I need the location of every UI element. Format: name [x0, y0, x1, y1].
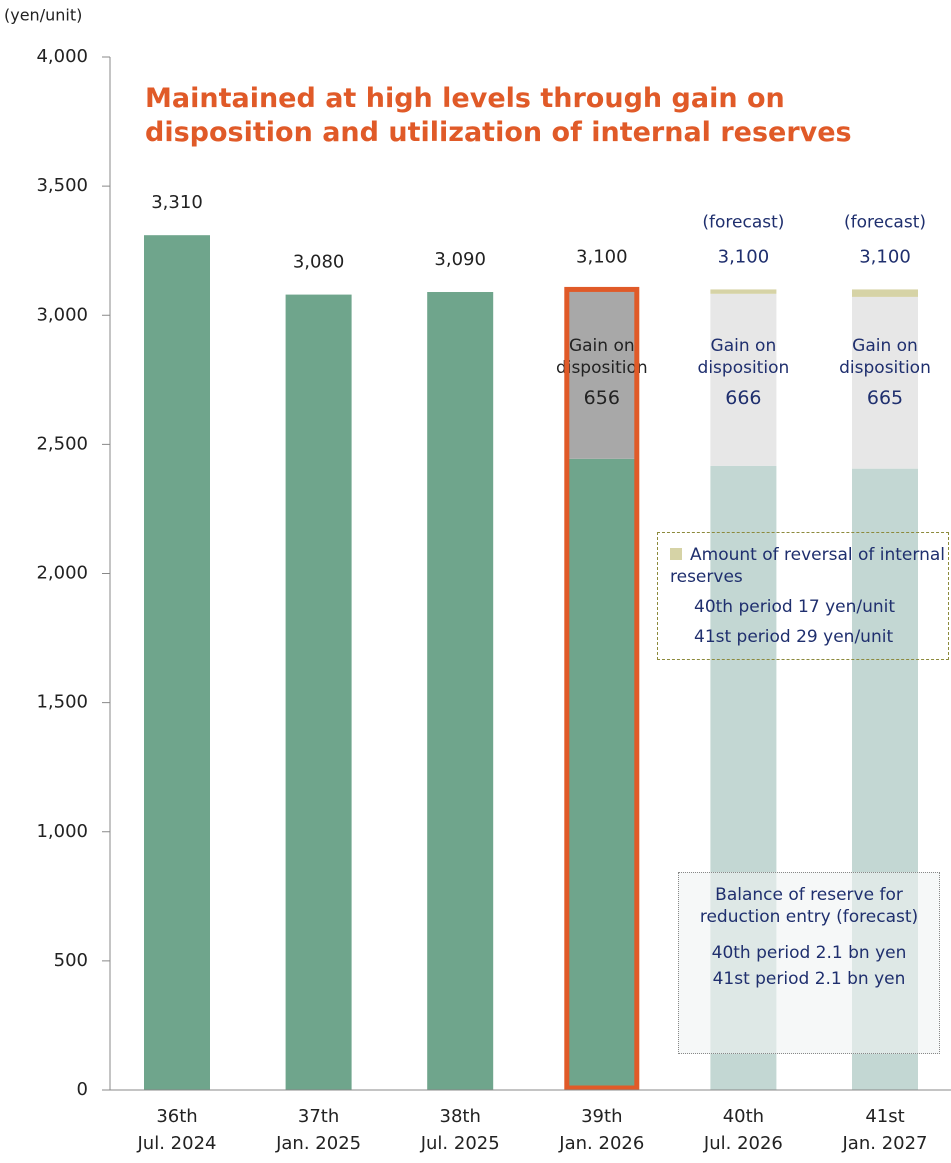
value-label: 666 — [725, 387, 762, 409]
x-tick-label: 36th — [156, 1106, 197, 1127]
y-tick-label: 500 — [54, 950, 88, 971]
note-title: Balance of reserve for reduction entry (… — [699, 885, 919, 927]
y-tick-label: 2,500 — [36, 433, 88, 454]
bar-segment — [710, 289, 777, 294]
y-tick-label: 1,500 — [36, 692, 88, 713]
bar-segment — [427, 292, 494, 1090]
x-tick-label: 39th — [581, 1106, 622, 1127]
legend-swatch — [670, 548, 682, 560]
forecast-label: (forecast) — [844, 212, 926, 232]
gain-label: Gain on disposition 665 — [830, 335, 940, 409]
y-unit: (yen/unit) — [4, 6, 82, 25]
x-tick-label: 38th — [440, 1106, 481, 1127]
segment-label: Gain on disposition 666 — [688, 335, 798, 409]
x-tick-sublabel: Jul. 2026 — [703, 1133, 783, 1154]
y-tick-label: 3,000 — [36, 304, 88, 325]
bar-segment — [852, 296, 918, 469]
y-tick-label: 1,000 — [36, 821, 88, 842]
x-tick-sublabel: Jul. 2024 — [137, 1133, 217, 1154]
chart-title: Maintained at high levels through gain o… — [145, 83, 852, 148]
gain-label: Gain on disposition 656 — [547, 335, 657, 409]
bar-segment — [710, 293, 777, 466]
note-line: 40th period 2.1 bn yen — [711, 943, 907, 963]
segment-label: Gain on disposition 665 — [830, 335, 940, 409]
reversal-box — [657, 532, 949, 660]
series-name: Gain on disposition — [555, 336, 648, 378]
value-label: 656 — [583, 387, 620, 409]
note-line: 41st period 2.1 bn yen — [712, 969, 906, 989]
x-tick-sublabel: Jul. 2025 — [420, 1133, 500, 1154]
x-tick-sublabel: Jan. 2027 — [842, 1133, 928, 1154]
total-label: 3,080 — [293, 252, 345, 273]
x-tick-sublabel: Jan. 2025 — [275, 1133, 361, 1154]
series-name: Gain on disposition — [839, 336, 931, 378]
series-name: Gain on disposition — [697, 336, 790, 378]
total-label: 3,100 — [718, 246, 770, 267]
total-label: 3,090 — [434, 249, 486, 270]
note-line: 40th period 17 yen/unit — [694, 597, 896, 617]
forecast-label: (forecast) — [702, 212, 784, 232]
total-label: 3,100 — [859, 246, 911, 267]
x-tick-label: 41st — [865, 1106, 904, 1127]
reserve-note: Balance of reserve for reduction entry (… — [684, 884, 934, 990]
bar-segment — [852, 289, 918, 297]
x-tick-sublabel: Jan. 2026 — [558, 1133, 644, 1154]
y-tick-label: 2,000 — [36, 563, 88, 584]
y-tick-label: 0 — [77, 1079, 88, 1100]
legend-label: Amount of reversal of internal reserves — [670, 545, 945, 587]
value-label: 665 — [866, 387, 904, 409]
bar-segment — [568, 458, 635, 1090]
y-tick-label: 3,500 — [36, 175, 88, 196]
bar-segment — [568, 289, 635, 459]
total-label: 3,310 — [151, 192, 203, 213]
reserve-box — [678, 872, 940, 1054]
y-tick-label: 4,000 — [36, 46, 88, 67]
bar-segment — [285, 294, 352, 1091]
x-tick-label: 37th — [298, 1106, 339, 1127]
gain-label: Gain on disposition 666 — [688, 335, 798, 409]
segment-label: Gain on disposition 656 — [547, 335, 657, 409]
bar-segment — [144, 235, 210, 1090]
reversal-note: Amount of reversal of internal reserves … — [670, 544, 945, 648]
highlight-frame — [564, 286, 640, 1091]
total-label: 3,100 — [576, 246, 628, 267]
note-line: 41st period 29 yen/unit — [694, 627, 894, 647]
x-tick-label: 40th — [723, 1106, 764, 1127]
